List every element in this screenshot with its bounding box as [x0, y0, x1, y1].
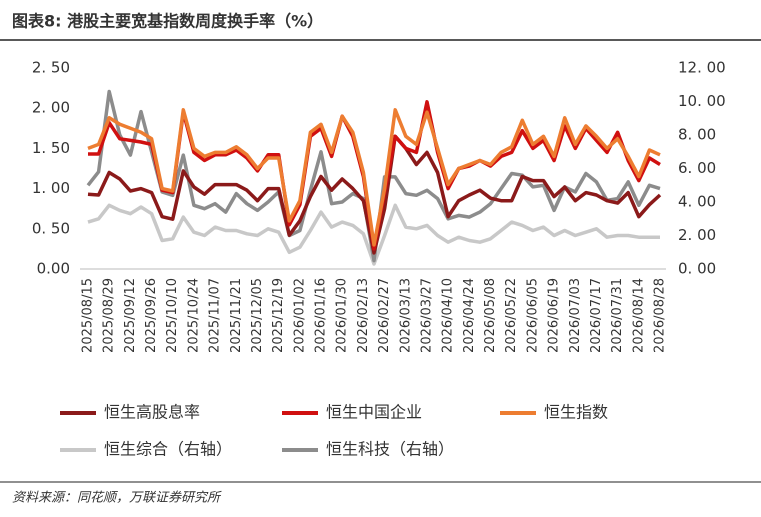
x-tick-label: 2026/05/08: [483, 278, 498, 353]
legend-label: 恒生高股息率: [104, 403, 200, 422]
y-tick-label: 1. 50: [32, 139, 70, 157]
x-tick-label: 2026/08/14: [631, 278, 646, 353]
y2-tick-label: 12. 00: [678, 59, 726, 77]
y2-tick-label: 10. 00: [678, 92, 726, 110]
x-tick-label: 2025/12/19: [271, 278, 286, 353]
y-tick-label: 1. 00: [32, 179, 70, 197]
x-tick-label: 2026/05/22: [504, 278, 519, 353]
y2-tick-label: 8. 00: [678, 126, 716, 144]
y2-tick-label: 6. 00: [678, 159, 716, 177]
x-tick-label: 2025/11/21: [229, 278, 244, 353]
legend-label: 恒生指数: [544, 403, 608, 422]
chart-title: 图表8: 港股主要宽基指数周度换手率（%）: [12, 12, 323, 31]
x-tick-label: 2025/08/15: [81, 278, 96, 353]
x-tick-label: 2026/01/30: [335, 278, 350, 353]
x-tick-label: 2026/02/13: [356, 278, 371, 353]
x-tick-label: 2026/08/28: [653, 278, 668, 353]
legend-label: 恒生中国企业: [326, 403, 422, 422]
source-note: 资料来源：同花顺，万联证券研究所: [12, 490, 222, 506]
y-tick-label: 0. 50: [32, 219, 70, 237]
x-tick-label: 2025/09/26: [144, 278, 159, 353]
x-tick-label: 2026/04/24: [462, 278, 477, 353]
x-tick-label: 2026/01/02: [292, 278, 307, 353]
x-tick-label: 2025/08/29: [102, 278, 117, 353]
x-tick-label: 2026/04/10: [441, 278, 456, 353]
x-tick-label: 2026/06/19: [547, 278, 562, 353]
series-line: [87, 203, 660, 266]
x-tick-label: 2026/01/16: [314, 278, 329, 353]
series-line: [87, 108, 661, 247]
x-tick-label: 2026/06/05: [525, 278, 540, 353]
x-tick-label: 2026/07/31: [610, 278, 625, 353]
x-tick-label: 2025/09/12: [123, 278, 138, 353]
x-tick-label: 2026/02/27: [377, 278, 392, 353]
y2-tick-label: 2. 00: [678, 226, 716, 244]
y2-tick-label: 0. 00: [678, 260, 716, 278]
x-tick-label: 2026/03/27: [419, 278, 434, 353]
x-tick-label: 2026/03/13: [398, 278, 413, 353]
y2-tick-label: 4. 00: [678, 193, 716, 211]
x-tick-label: 2025/12/05: [250, 278, 265, 353]
legend-label: 恒生综合（右轴）: [104, 440, 232, 459]
y-tick-label: 2. 50: [32, 59, 70, 77]
x-tick-label: 2025/10/24: [186, 278, 201, 353]
x-tick-label: 2025/10/10: [165, 278, 180, 353]
y-tick-label: 0.00: [37, 260, 70, 278]
legend-label: 恒生科技（右轴）: [326, 440, 454, 459]
x-tick-label: 2026/07/03: [568, 278, 583, 353]
series-line: [87, 134, 662, 255]
x-tick-label: 2025/11/07: [208, 278, 223, 353]
y-tick-label: 2. 00: [32, 99, 70, 117]
x-tick-label: 2026/07/17: [589, 278, 604, 353]
